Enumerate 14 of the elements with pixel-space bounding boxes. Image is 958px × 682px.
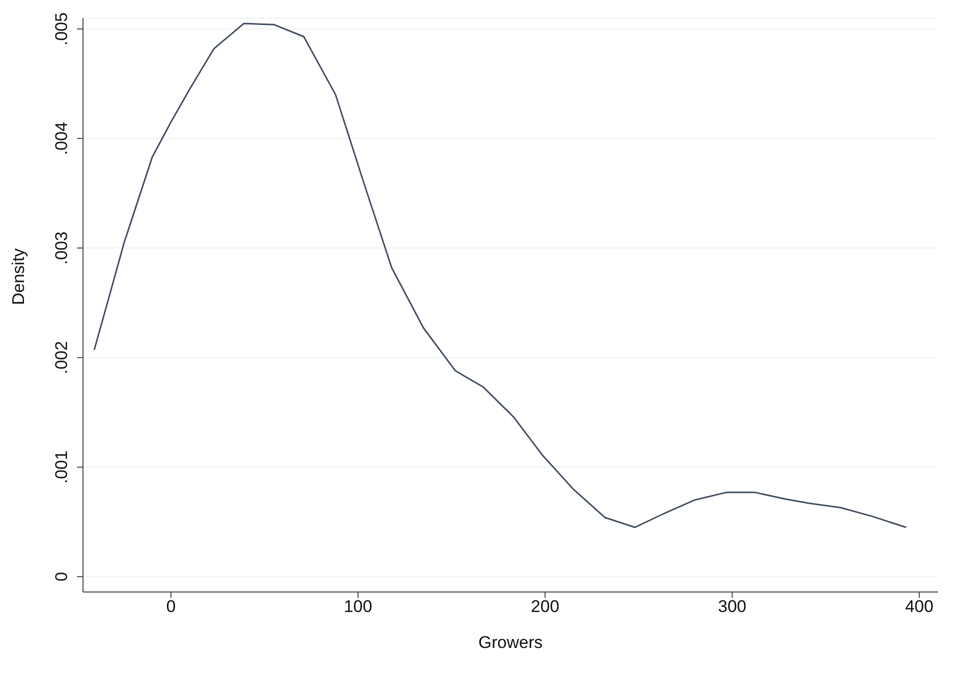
- x-tick-label: 200: [530, 597, 560, 616]
- x-tick-label: 0: [166, 597, 176, 616]
- x-tick-label: 400: [905, 597, 934, 616]
- y-tick-label: 0: [52, 572, 71, 582]
- line-series: [93, 22, 907, 528]
- y-axis-title: Density: [9, 248, 28, 305]
- x-tick-label: 300: [718, 597, 746, 616]
- x-axis-title: Growers: [478, 633, 543, 652]
- x-tick-label: 100: [344, 597, 372, 616]
- y-tick-label: .004: [52, 122, 71, 156]
- y-tick-label: .003: [52, 231, 71, 265]
- y-tick-label: .005: [52, 12, 71, 46]
- y-tick-label: .001: [52, 450, 71, 484]
- y-tick-label: .002: [52, 341, 71, 374]
